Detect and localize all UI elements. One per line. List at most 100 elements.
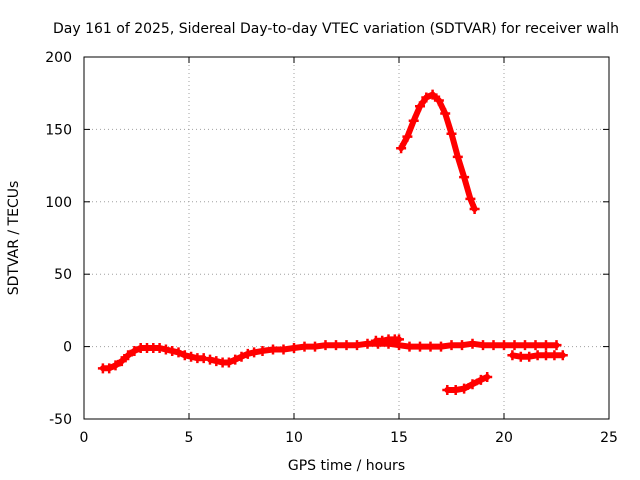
data-point <box>408 115 419 126</box>
data-point <box>404 341 415 352</box>
chart-title: Day 161 of 2025, Sidereal Day-to-day VTE… <box>53 21 619 37</box>
data-point <box>236 351 247 362</box>
data-point <box>211 356 222 367</box>
data-point <box>524 351 535 362</box>
series-segment-4 <box>370 334 404 346</box>
data-point <box>242 348 253 359</box>
data-point <box>110 360 121 371</box>
data-point <box>396 143 407 154</box>
x-axis-label: GPS time / hours <box>288 458 405 474</box>
grid <box>84 57 609 419</box>
data-point <box>402 131 413 142</box>
data-point <box>186 351 197 362</box>
series-group <box>97 89 568 396</box>
data-point <box>515 351 526 362</box>
data-point <box>415 341 425 352</box>
data-point <box>341 340 352 351</box>
data-point <box>499 340 509 351</box>
data-point <box>278 344 289 355</box>
data-point <box>446 128 457 139</box>
data-point <box>482 372 493 383</box>
data-point <box>446 340 457 351</box>
y-tick-label: 100 <box>45 195 72 211</box>
axes-ticks: 0 5 10 15 20 25 -50 0 50 100 150 200 <box>45 50 618 446</box>
data-point <box>167 345 178 356</box>
y-tick-label: 150 <box>45 122 72 138</box>
data-point <box>459 383 470 394</box>
series-segment-6 <box>507 350 568 362</box>
y-tick-label: 200 <box>45 50 72 66</box>
data-point <box>415 101 425 112</box>
x-tick-label: 15 <box>390 430 408 446</box>
data-point <box>320 340 331 351</box>
data-point <box>198 353 209 364</box>
data-point <box>377 335 388 346</box>
data-point <box>104 363 115 374</box>
data-point <box>549 350 560 361</box>
data-point <box>557 350 568 361</box>
x-tick-label: 25 <box>600 430 618 446</box>
data-point <box>116 356 127 367</box>
series-segment-3 <box>396 89 480 215</box>
data-point <box>223 357 234 368</box>
data-point <box>488 340 499 351</box>
data-point <box>436 341 446 352</box>
data-point <box>450 385 461 396</box>
data-point <box>520 340 530 351</box>
data-point <box>459 172 470 183</box>
data-point <box>362 338 373 349</box>
data-point <box>154 343 165 354</box>
series-line <box>398 91 478 212</box>
series-segment-5 <box>442 372 493 396</box>
data-point <box>541 350 551 361</box>
data-point <box>257 345 268 356</box>
data-point <box>123 350 134 361</box>
data-point <box>179 350 190 361</box>
data-point <box>173 347 184 358</box>
data-point <box>129 345 140 356</box>
data-point <box>457 340 467 351</box>
data-point <box>425 341 436 352</box>
data-point <box>452 151 463 162</box>
x-tick-label: 20 <box>495 430 513 446</box>
data-point <box>352 340 362 351</box>
data-point <box>532 350 543 361</box>
data-point <box>469 204 480 215</box>
y-tick-label: 0 <box>63 340 72 356</box>
data-point <box>440 108 451 119</box>
data-point <box>433 95 444 106</box>
plot-frame <box>83 56 610 420</box>
data-point <box>478 340 488 351</box>
data-point <box>507 350 518 361</box>
data-point <box>442 385 453 396</box>
data-point <box>160 344 171 355</box>
data-point <box>541 340 551 351</box>
data-point <box>465 193 476 204</box>
y-tick-label: 50 <box>54 267 72 283</box>
data-point <box>249 347 260 358</box>
data-point <box>467 338 478 349</box>
x-tick-label: 5 <box>185 430 194 446</box>
data-point <box>509 340 520 351</box>
data-point <box>268 344 278 355</box>
data-point <box>310 341 320 352</box>
x-tick-label: 0 <box>80 430 89 446</box>
data-point <box>205 354 215 365</box>
data-point <box>230 354 241 365</box>
data-point <box>394 334 404 345</box>
x-tick-label: 10 <box>285 430 303 446</box>
data-point <box>421 92 432 103</box>
data-point <box>475 374 486 385</box>
series-segment-1 <box>97 343 209 374</box>
series-segment-2 <box>205 338 562 368</box>
data-point <box>331 340 341 351</box>
data-point <box>551 340 562 351</box>
data-point <box>299 341 310 352</box>
y-axis-label: SDTVAR / TECUs <box>6 181 22 296</box>
y-tick-label: -50 <box>49 412 72 428</box>
data-point <box>427 89 438 100</box>
data-point <box>289 343 299 354</box>
data-point <box>467 379 478 390</box>
data-point <box>530 340 541 351</box>
